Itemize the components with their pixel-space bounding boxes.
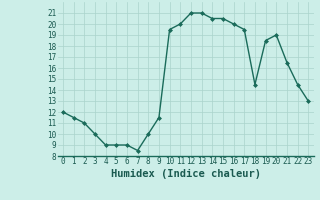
- X-axis label: Humidex (Indice chaleur): Humidex (Indice chaleur): [111, 169, 260, 179]
